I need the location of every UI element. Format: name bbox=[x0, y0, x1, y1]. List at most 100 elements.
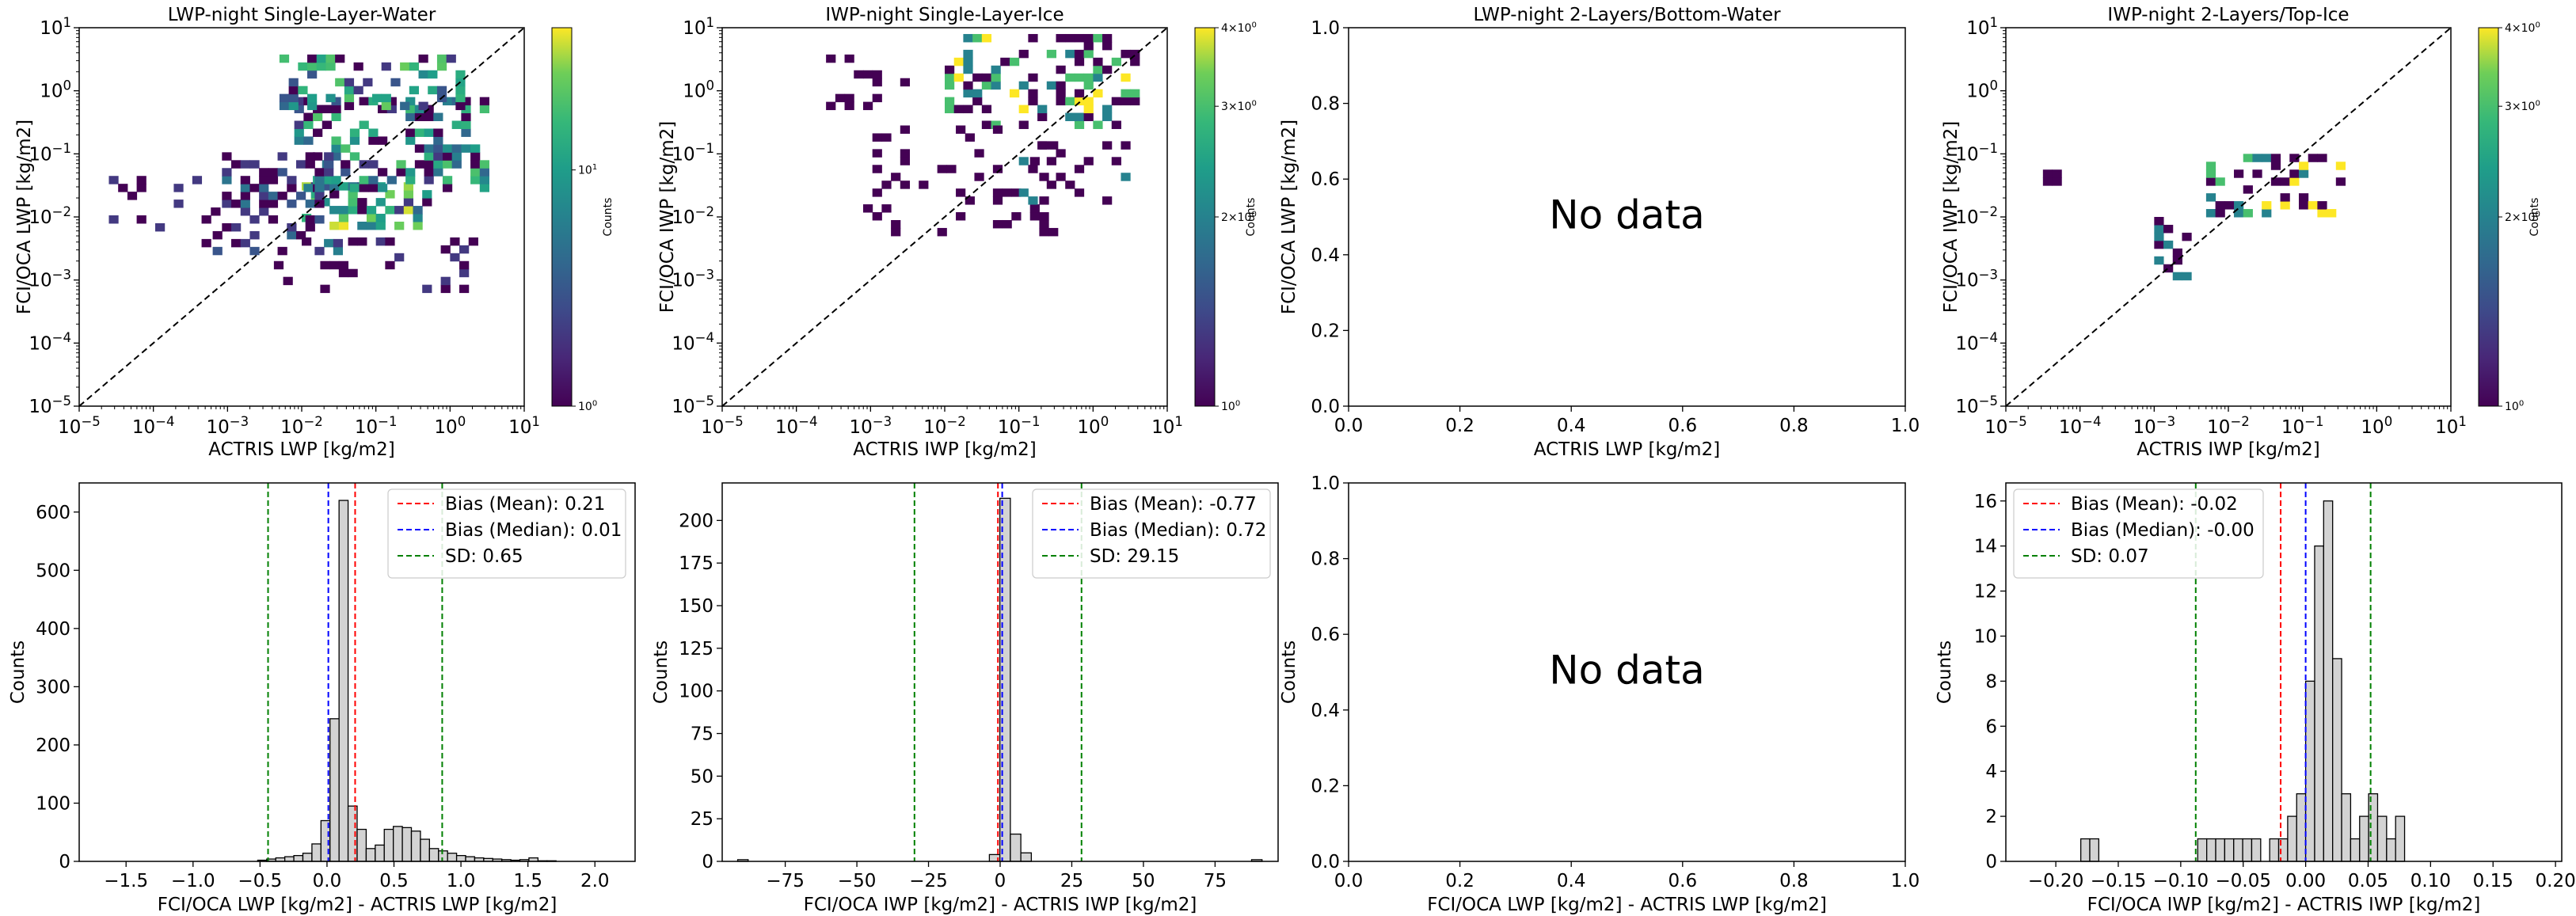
colorbar-tick-label: 100 bbox=[578, 399, 597, 413]
heatmap-cell bbox=[331, 112, 341, 122]
heatmap-cell bbox=[1037, 141, 1048, 150]
heatmap-cell bbox=[314, 246, 325, 256]
heatmap-cells bbox=[2042, 154, 2346, 281]
heatmap-cell bbox=[2154, 217, 2164, 226]
heatmap-cell bbox=[937, 165, 947, 173]
legend-label: Bias (Median): 0.01 bbox=[445, 520, 622, 541]
panel-p2: 10−5 10−4 10−3 10−2 10−1 100 101 10−5 10−4 10−3 10… bbox=[657, 5, 1258, 460]
heatmap-cell bbox=[348, 190, 358, 199]
heatmap-cells bbox=[108, 54, 490, 294]
heatmap-cell bbox=[1056, 81, 1066, 90]
heatmap-cell bbox=[324, 168, 334, 177]
y-tick-label: 10−2 bbox=[29, 204, 71, 228]
heatmap-cell bbox=[348, 198, 358, 207]
heatmap-cell bbox=[1065, 97, 1075, 106]
axes-frame bbox=[78, 482, 636, 862]
x-tick-label: −0.10 bbox=[2153, 871, 2209, 891]
heatmap-cell bbox=[945, 97, 955, 106]
heatmap-cell bbox=[835, 93, 846, 103]
heatmap-cell bbox=[325, 62, 336, 71]
heatmap-cell bbox=[1018, 188, 1029, 197]
heatmap-cell bbox=[451, 160, 462, 169]
heatmap-cell bbox=[2154, 256, 2164, 265]
histogram-bar bbox=[293, 854, 304, 862]
heatmap-cell bbox=[349, 136, 360, 145]
heatmap-cell bbox=[461, 144, 471, 153]
heatmap-cell bbox=[173, 200, 184, 208]
x-tick-label: −1.5 bbox=[104, 871, 148, 891]
heatmap-cell bbox=[1002, 188, 1012, 197]
heatmap-cell bbox=[1074, 33, 1085, 43]
heatmap-cell bbox=[287, 222, 297, 232]
heatmap-cell bbox=[424, 176, 434, 184]
y-tick-label: 10 bbox=[1974, 626, 1997, 647]
heatmap-cell bbox=[1009, 89, 1020, 98]
heatmap-cell bbox=[303, 136, 314, 145]
heatmap-cell bbox=[2224, 201, 2235, 210]
heatmap-cell bbox=[981, 73, 992, 82]
x-axis-label: FCI/OCA IWP [kg/m2] - ACTRIS IWP [kg/m2] bbox=[804, 895, 1197, 915]
heatmap-cell bbox=[366, 221, 377, 230]
heatmap-cell bbox=[854, 70, 864, 79]
heatmap-cell bbox=[1083, 157, 1094, 165]
heatmap-cell bbox=[2154, 232, 2164, 241]
legend-label: SD: 29.15 bbox=[1090, 546, 1179, 567]
heatmap-cell bbox=[368, 184, 379, 192]
x-tick-label: 100 bbox=[2361, 414, 2392, 438]
heatmap-cell bbox=[288, 78, 299, 87]
y-tick-label: 0.2 bbox=[1311, 776, 1340, 796]
heatmap-cell bbox=[335, 54, 345, 63]
heatmap-cell bbox=[2205, 209, 2216, 218]
heatmap-cell bbox=[359, 184, 369, 192]
heatmap-cell bbox=[381, 62, 391, 71]
histogram-bar bbox=[438, 850, 448, 862]
heatmap-cell bbox=[945, 73, 955, 82]
x-tick-label: 10−4 bbox=[132, 414, 175, 438]
y-tick-label: 175 bbox=[679, 553, 713, 574]
heatmap-cell bbox=[953, 73, 964, 82]
heatmap-cell bbox=[1093, 120, 1103, 129]
heatmap-cell bbox=[2172, 248, 2182, 257]
heatmap-cell bbox=[338, 214, 349, 222]
heatmap-cell bbox=[479, 168, 490, 177]
heatmap-cell bbox=[468, 237, 478, 246]
heatmap-cell bbox=[357, 198, 367, 207]
heatmap-cell bbox=[945, 81, 955, 90]
heatmap-cell bbox=[231, 238, 242, 248]
heatmap-cell bbox=[1074, 165, 1085, 173]
histogram-bar bbox=[428, 848, 439, 862]
heatmap-cell bbox=[240, 160, 250, 169]
heatmap-cell bbox=[1130, 49, 1140, 59]
heatmap-cell bbox=[428, 70, 438, 79]
legend-label: SD: 0.65 bbox=[445, 546, 523, 567]
heatmap-cell bbox=[1046, 49, 1056, 59]
x-tick-label: 1.0 bbox=[1891, 871, 1920, 891]
heatmap-cell bbox=[1121, 141, 1131, 150]
heatmap-cell bbox=[2280, 201, 2290, 210]
heatmap-cell bbox=[424, 168, 434, 177]
x-tick-label: 101 bbox=[1151, 414, 1183, 438]
heatmap-cell bbox=[268, 192, 279, 200]
histogram-bar bbox=[2206, 838, 2216, 862]
heatmap-cell bbox=[277, 152, 287, 161]
no-data-text: No data bbox=[1549, 647, 1705, 693]
heatmap-cell bbox=[1121, 173, 1131, 181]
histogram-bar bbox=[447, 853, 458, 862]
heatmap-cell bbox=[405, 128, 416, 137]
heatmap-cell bbox=[1111, 57, 1121, 67]
y-tick-label: 300 bbox=[36, 677, 70, 697]
heatmap-cell bbox=[2298, 193, 2309, 202]
y-tick-label: 0.8 bbox=[1311, 549, 1340, 570]
x-tick-label: 10−5 bbox=[701, 414, 744, 438]
heatmap-cell bbox=[335, 78, 345, 87]
heatmap-cell bbox=[381, 101, 391, 111]
heatmap-cell bbox=[240, 176, 250, 184]
heatmap-cell bbox=[2243, 154, 2253, 162]
heatmap-cell bbox=[359, 97, 369, 106]
heatmap-cell bbox=[2154, 240, 2164, 249]
heatmap-cell bbox=[249, 184, 260, 192]
heatmap-cell bbox=[872, 133, 882, 142]
heatmap-cell bbox=[288, 86, 299, 95]
heatmap-cell bbox=[322, 120, 332, 129]
heatmap-cell bbox=[470, 176, 481, 184]
